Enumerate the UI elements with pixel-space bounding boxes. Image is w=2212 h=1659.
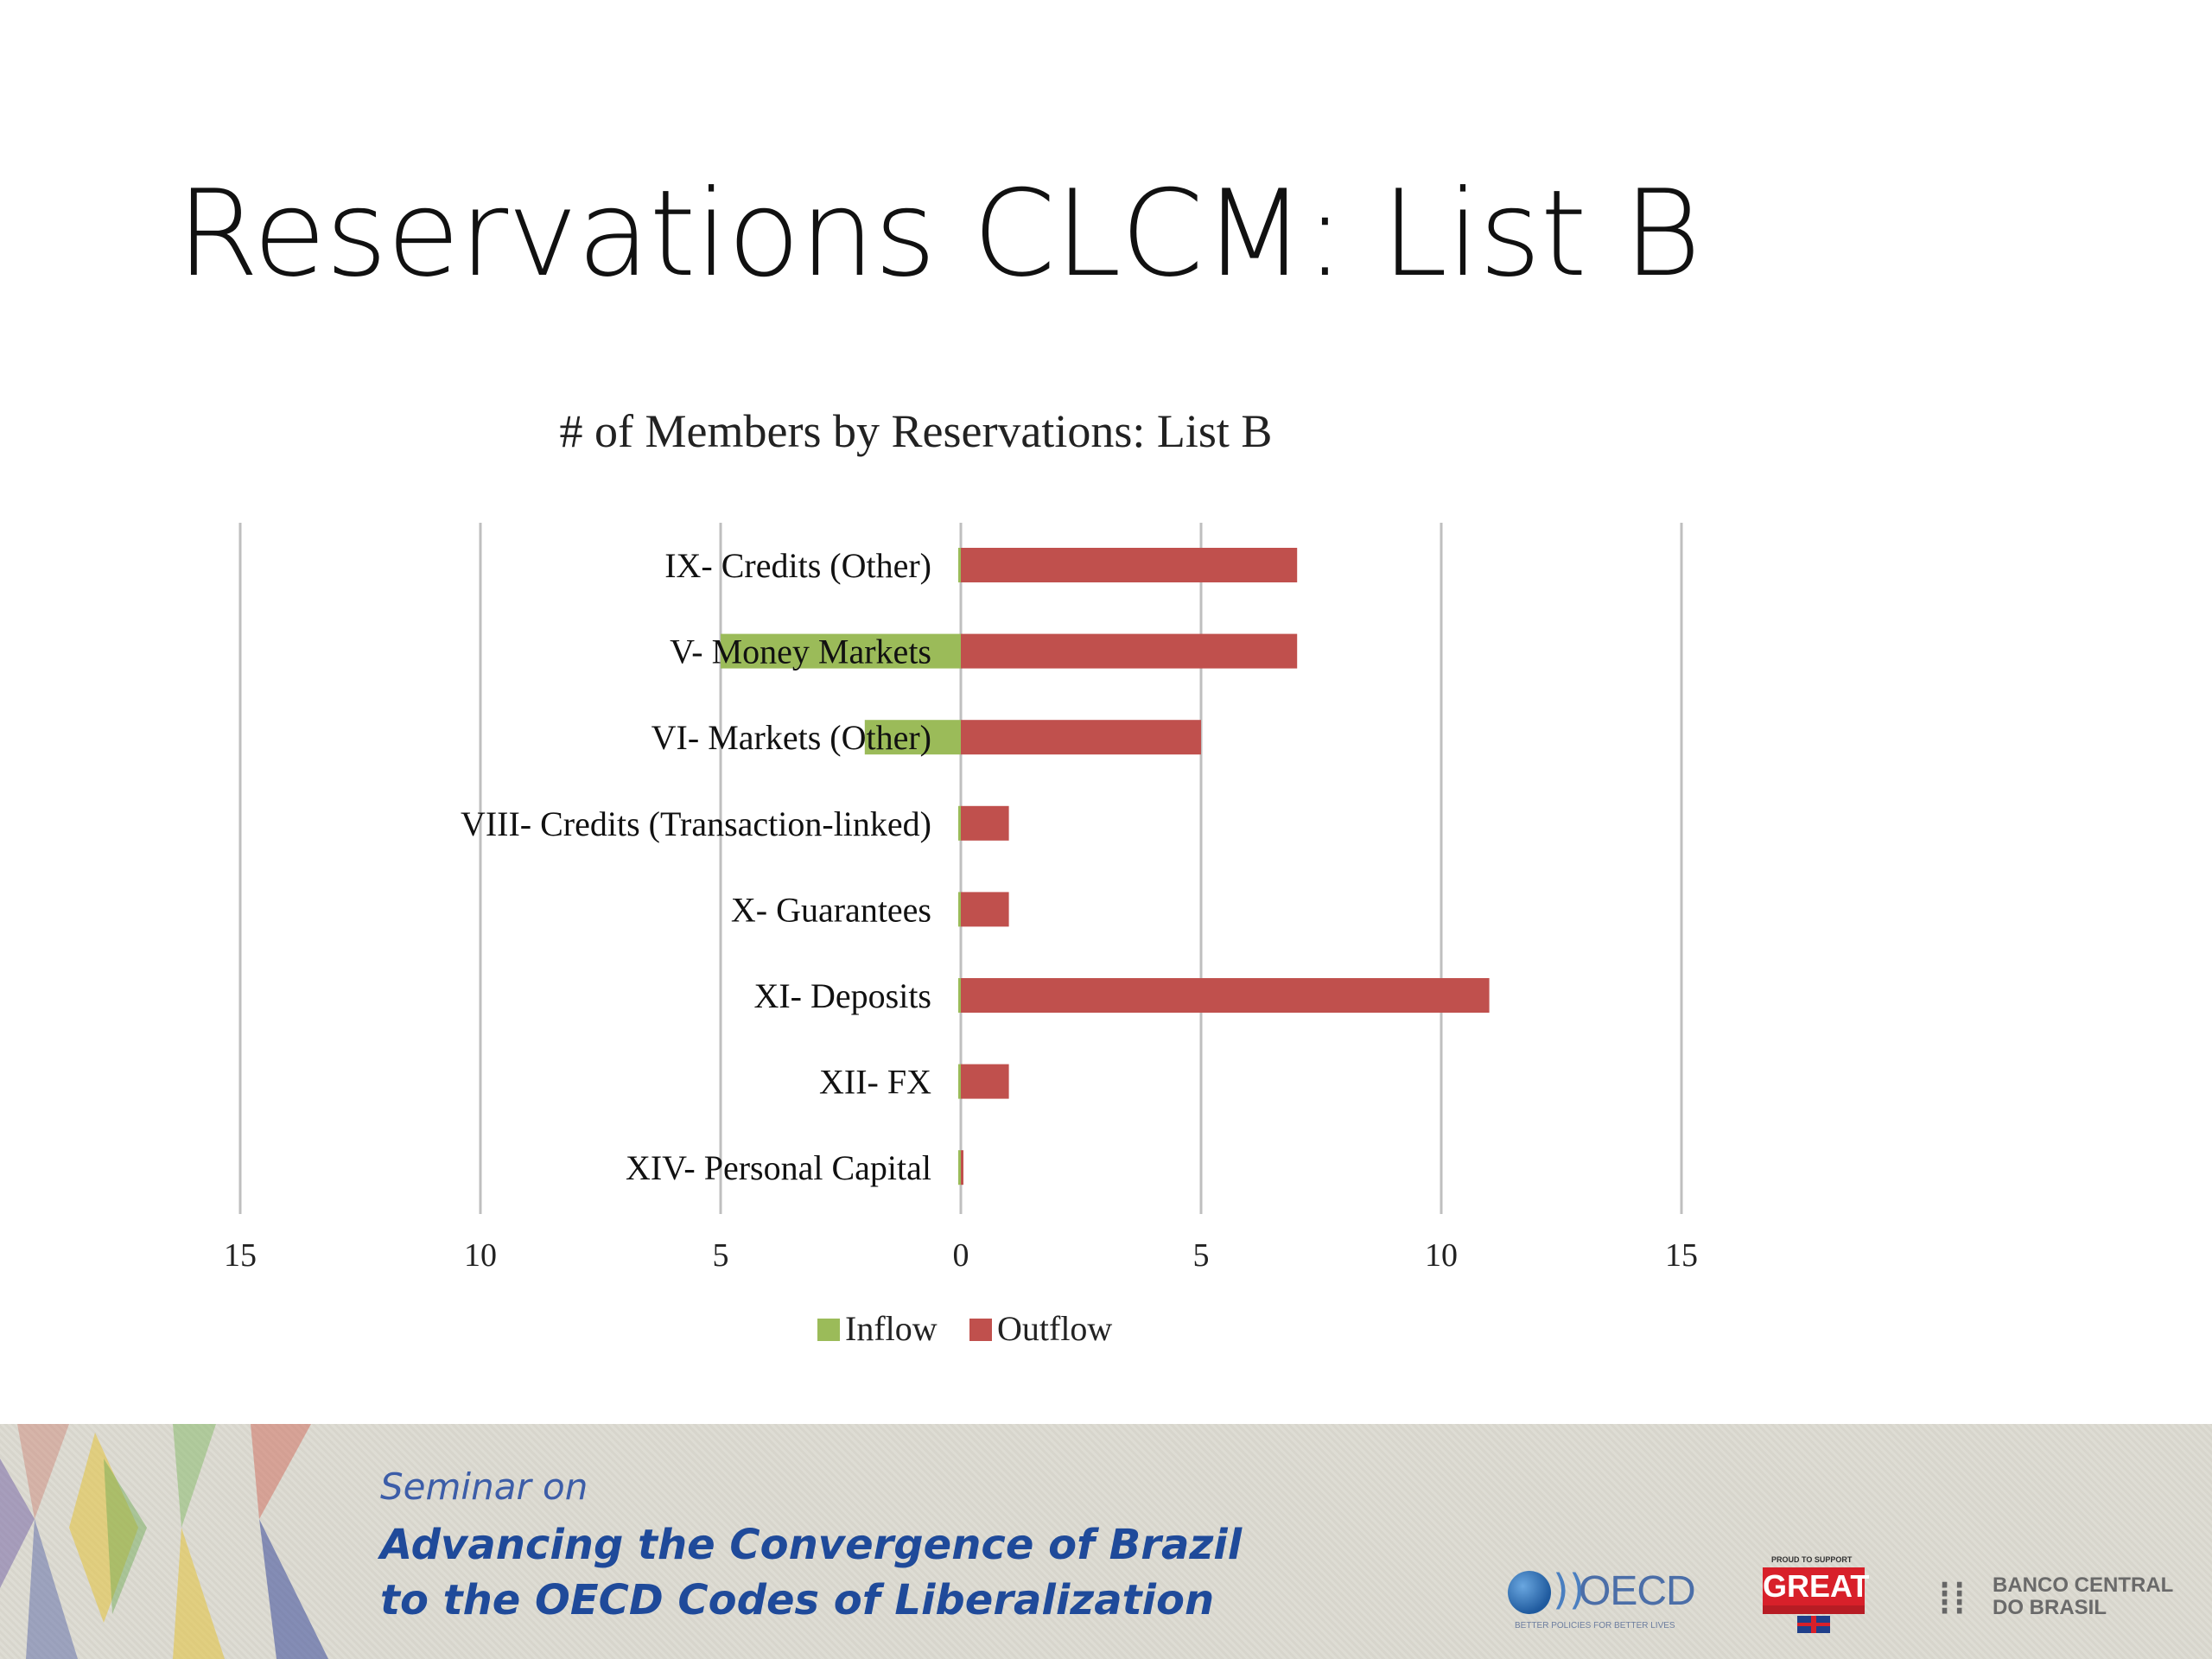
x-tick-label: 15 [1665, 1237, 1698, 1274]
legend-swatch-inflow [817, 1319, 840, 1341]
great-logo-text: GREAT [1763, 1567, 1870, 1605]
x-tick-label: 10 [464, 1237, 497, 1274]
bar-inflow [958, 1150, 961, 1185]
category-label: VIII- Credits (Transaction-linked) [461, 804, 931, 843]
bar-inflow [864, 720, 961, 755]
uk-flag-icon [1797, 1616, 1830, 1633]
category-labels: IX- Credits (Other) V- Money Markets VI- M… [461, 546, 931, 1187]
banco-central-logo: ⁞⁞ BANCO CENTRAL DO BRASIL [1937, 1567, 2173, 1628]
great-top-text: PROUD TO SUPPORT [1771, 1555, 1853, 1564]
bar-inflow [958, 548, 961, 582]
oecd-logo-text: OECD [1579, 1568, 1696, 1614]
bar-inflow [958, 805, 961, 841]
bar-outflow [961, 892, 1009, 927]
category-label: X- Guarantees [731, 890, 931, 929]
bar-outflow [961, 978, 1490, 1013]
category-label: XIV- Personal Capital [626, 1148, 931, 1187]
bar-outflow [961, 1150, 963, 1185]
bar-outflow [961, 1064, 1009, 1099]
bar-outflow [961, 805, 1009, 841]
great-logo: PROUD TO SUPPORT GREAT [1763, 1555, 1870, 1635]
category-label: XII- FX [819, 1063, 931, 1102]
oecd-logo: )) OECD BETTER POLICIES FOR BETTER LIVES [1508, 1564, 1696, 1642]
bars [721, 548, 1490, 1185]
bar-outflow [961, 633, 1298, 669]
bar-inflow [958, 1064, 961, 1099]
legend-swatch-outflow [969, 1319, 992, 1341]
x-tick-label: 5 [1193, 1237, 1210, 1274]
bar-inflow [958, 978, 961, 1013]
bar-outflow [961, 720, 1201, 755]
x-tick-label: 5 [713, 1237, 729, 1274]
bcb-mark-icon: ⁞⁞ [1937, 1571, 1967, 1625]
tick-labels: 15 10 5 0 5 10 15 [224, 1237, 1698, 1274]
x-tick-label: 10 [1425, 1237, 1458, 1274]
category-label: V- Money Markets [670, 632, 931, 671]
bar-outflow [961, 548, 1298, 582]
bcb-logo-text: BANCO CENTRAL DO BRASIL [1993, 1574, 2173, 1619]
x-tick-label: 15 [224, 1237, 257, 1274]
banner: Seminar on Advancing the Convergence of … [0, 1424, 2212, 1659]
category-label: VI- Markets (Other) [652, 718, 931, 757]
banner-title-line-2: to the OECD Codes of Liberalization [380, 1576, 1215, 1624]
legend: Inflow Outflow [817, 1309, 1112, 1348]
bar-inflow [721, 633, 961, 669]
banner-title-line-1: Advancing the Convergence of Brazil [380, 1521, 1243, 1569]
x-tick-label: 0 [953, 1237, 969, 1274]
oecd-tagline: BETTER POLICIES FOR BETTER LIVES [1515, 1621, 1675, 1630]
gridlines [238, 523, 1683, 1214]
bcb-text-line-1: BANCO CENTRAL [1993, 1573, 2174, 1597]
chart: # of Members by Reservations: List B IX-… [224, 405, 1698, 1348]
oecd-arcs-icon: )) [1553, 1566, 1586, 1614]
chart-title: # of Members by Reservations: List B [560, 405, 1273, 457]
great-subband [1763, 1605, 1865, 1614]
banner-decoration [0, 1424, 328, 1659]
category-label: IX- Credits (Other) [664, 546, 931, 585]
bar-inflow [958, 892, 961, 927]
legend-label-inflow: Inflow [845, 1309, 938, 1348]
slide-title: Reservations CLCM: List B [176, 164, 1701, 303]
category-label: XI- Deposits [753, 976, 931, 1015]
globe-icon [1508, 1571, 1551, 1614]
banner-seminar-text: Seminar on [380, 1465, 588, 1508]
legend-label-outflow: Outflow [997, 1309, 1112, 1348]
bcb-text-line-2: DO BRASIL [1993, 1596, 2107, 1619]
